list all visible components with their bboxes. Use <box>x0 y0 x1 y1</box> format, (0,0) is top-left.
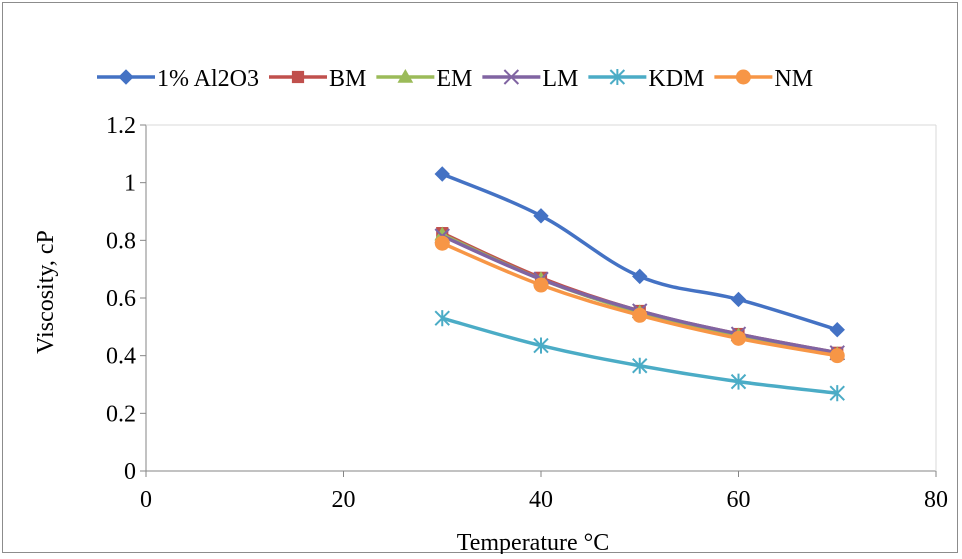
y-tick-label: 0.8 <box>106 228 136 254</box>
series-nm <box>434 235 845 364</box>
legend-item: EM <box>376 66 472 92</box>
data-point <box>632 357 648 374</box>
y-tick-label: 0.2 <box>106 401 136 427</box>
data-point <box>397 68 414 83</box>
legend-item: BM <box>269 66 366 92</box>
x-tick-label: 80 <box>924 487 948 513</box>
series-bm <box>436 227 844 359</box>
legend-item: NM <box>714 66 813 92</box>
legend-label: LM <box>542 66 578 92</box>
axes: 0 0.2 0.4 0.6 0.8 1 1.2 0 20 40 60 80 <box>106 113 948 513</box>
data-point <box>434 235 450 251</box>
data-point <box>533 277 549 293</box>
x-tick-label: 60 <box>727 487 751 513</box>
data-point <box>731 330 746 346</box>
data-point <box>291 70 305 84</box>
data-point <box>730 373 747 390</box>
data-point <box>609 68 626 86</box>
legend-label: BM <box>329 66 366 92</box>
y-ticks: 0 0.2 0.4 0.6 0.8 1 1.2 <box>106 113 146 485</box>
data-point <box>632 268 648 285</box>
data-point <box>829 348 845 364</box>
legend-item: 1% Al2O3 <box>97 66 259 92</box>
data-point <box>730 291 747 308</box>
data-point <box>533 208 549 224</box>
legend-label: 1% Al2O3 <box>157 66 259 92</box>
data-point <box>434 310 450 327</box>
data-point <box>533 337 549 354</box>
series-line <box>441 316 838 395</box>
legend-label: EM <box>436 66 472 92</box>
data-point <box>434 166 450 182</box>
data-point <box>503 69 520 85</box>
data-point <box>735 69 751 85</box>
line-chart: 1% Al2O3 BM EM LM KDM NM 0 0.2 0.4 0.6 0.8 1 1.2 0 2… <box>33 66 948 556</box>
x-ticks: 0 20 40 60 80 <box>140 471 948 513</box>
x-tick-label: 0 <box>140 487 152 513</box>
x-tick-label: 40 <box>529 487 553 513</box>
y-axis-title: Viscosity, cP <box>33 230 59 354</box>
legend: 1% Al2O3 BM EM LM KDM NM <box>97 66 813 92</box>
x-axis-title: Temperature °C <box>457 530 610 554</box>
y-tick-label: 1 <box>124 171 136 197</box>
legend-item: LM <box>482 66 578 92</box>
data-point <box>829 322 845 338</box>
legend-label: NM <box>774 66 813 92</box>
series-kdm <box>434 310 845 402</box>
y-tick-label: 0 <box>124 459 136 485</box>
data-point <box>632 307 648 323</box>
y-tick-label: 0.6 <box>106 286 136 312</box>
x-tick-label: 20 <box>332 487 356 513</box>
legend-item: KDM <box>588 66 704 92</box>
series-lm <box>434 228 845 361</box>
y-tick-label: 1.2 <box>106 113 136 139</box>
data-point <box>118 69 134 85</box>
series-em <box>434 226 846 360</box>
series-1-al2o3 <box>434 166 845 338</box>
data-point <box>829 385 845 402</box>
legend-label: KDM <box>648 66 704 92</box>
y-tick-label: 0.4 <box>106 344 136 370</box>
series-layer <box>434 166 846 402</box>
